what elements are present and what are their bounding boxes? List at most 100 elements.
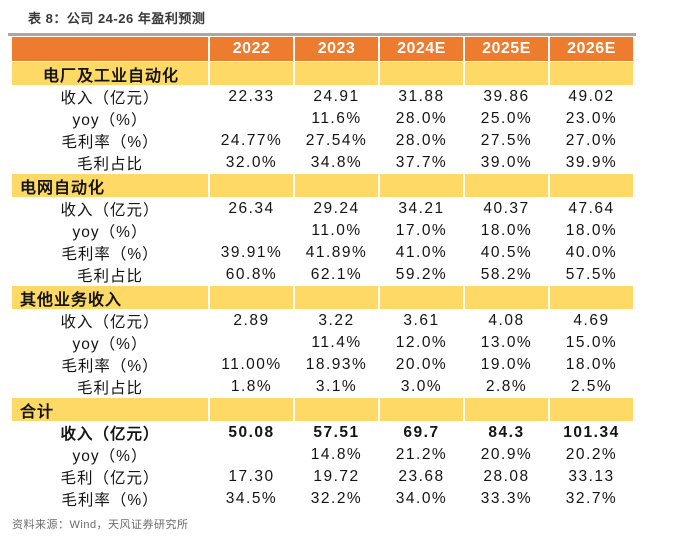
table-body: 电厂及工业自动化 收入（亿元） 22.33 24.91 31.88 39.86 49.02 y… — [12, 62, 633, 510]
table-row: 毛利（亿元） 17.30 19.72 23.68 28.08 33.13 — [12, 466, 633, 488]
cell-value: 20.2% — [565, 446, 618, 463]
cell-value: 1.8% — [230, 378, 273, 395]
section-name: 其他业务收入 — [12, 286, 208, 309]
section-filler-cell — [550, 62, 633, 85]
row-label: 收入（亿元） — [60, 90, 160, 107]
section-filler-cell — [210, 174, 293, 197]
table-row: 毛利率（%） 11.00% 18.93% 20.0% 19.0% 18.0% — [12, 354, 633, 376]
row-label: 毛利率（%） — [61, 134, 159, 151]
section-filler-cell — [550, 286, 633, 309]
cell-value: 39.9% — [565, 154, 618, 171]
cell-value: 12.0% — [395, 334, 448, 351]
cell-value: 57.5% — [565, 266, 618, 283]
column-header-2025e: 2025E — [465, 37, 548, 61]
header-label-cell — [12, 37, 208, 61]
cell-value: 40.5% — [480, 244, 533, 261]
table-row: 毛利占比 60.8% 62.1% 59.2% 58.2% 57.5% — [12, 264, 633, 286]
table-row: 毛利占比 1.8% 3.1% 3.0% 2.8% 2.5% — [12, 376, 633, 398]
row-label: yoy（%） — [72, 336, 148, 353]
table-row: yoy（%） 11.4% 12.0% 13.0% 15.0% — [12, 332, 633, 354]
cell-value: 2.89 — [233, 312, 270, 329]
cell-value: 27.5% — [480, 132, 533, 149]
cell-value: 13.0% — [480, 334, 533, 351]
cell-value: 14.8% — [310, 446, 363, 463]
cell-value: 27.54% — [305, 132, 368, 149]
cell-value: 3.22 — [318, 312, 355, 329]
row-label: 毛利率（%） — [61, 246, 159, 263]
cell-value: 39.0% — [480, 154, 533, 171]
row-label: 毛利占比 — [76, 380, 143, 397]
cell-value: 33.13 — [568, 468, 615, 485]
row-label: yoy（%） — [72, 112, 148, 129]
row-label: 收入（亿元） — [60, 426, 160, 443]
profit-forecast-table: 2022 2023 2024E 2025E 2026E 电厂及工业自动化 收入（亿… — [12, 37, 633, 510]
section-filler-cell — [380, 286, 463, 309]
cell-value — [210, 332, 293, 354]
row-label: 毛利率（%） — [61, 492, 159, 509]
cell-value: 33.3% — [480, 490, 533, 507]
section-filler-cell — [550, 398, 633, 421]
cell-value: 21.2% — [395, 446, 448, 463]
column-header-2023: 2023 — [295, 37, 378, 61]
table-title: 表 8：公司 24-26 年盈利预测 — [28, 11, 206, 26]
cell-value: 3.61 — [403, 312, 440, 329]
section-header-row: 其他业务收入 — [12, 286, 633, 309]
row-label: yoy（%） — [72, 448, 148, 465]
section-header-row: 电厂及工业自动化 — [12, 62, 633, 85]
cell-value: 28.08 — [483, 468, 530, 485]
cell-value: 29.24 — [313, 200, 360, 217]
table-row: yoy（%） 11.6% 28.0% 25.0% 23.0% — [12, 108, 633, 130]
cell-value: 57.51 — [313, 424, 360, 441]
section-name: 合计 — [12, 398, 208, 421]
cell-value: 47.64 — [568, 200, 615, 217]
section-filler-cell — [210, 286, 293, 309]
table-row: 收入（亿元） 50.08 57.51 69.7 84.3 101.34 — [12, 422, 633, 444]
cell-value: 32.0% — [225, 154, 278, 171]
cell-value: 34.8% — [310, 154, 363, 171]
cell-value: 2.5% — [570, 378, 613, 395]
table-row: 收入（亿元） 26.34 29.24 34.21 40.37 47.64 — [12, 198, 633, 220]
cell-value: 40.37 — [483, 200, 530, 217]
cell-value: 34.0% — [395, 490, 448, 507]
cell-value: 23.0% — [565, 110, 618, 127]
cell-value: 40.0% — [565, 244, 618, 261]
row-label: 毛利占比 — [76, 156, 143, 173]
section-filler-cell — [295, 174, 378, 197]
row-label: 毛利（亿元） — [60, 470, 160, 487]
column-header-2024e: 2024E — [380, 37, 463, 61]
column-header-2026e: 2026E — [550, 37, 633, 61]
cell-value: 3.0% — [400, 378, 443, 395]
row-label: 毛利率（%） — [61, 358, 159, 375]
cell-value: 49.02 — [568, 88, 615, 105]
table-row: 毛利占比 32.0% 34.8% 37.7% 39.0% 39.9% — [12, 152, 633, 174]
cell-value: 84.3 — [488, 424, 525, 441]
table-row: 收入（亿元） 22.33 24.91 31.88 39.86 49.02 — [12, 86, 633, 108]
cell-value: 19.0% — [480, 356, 533, 373]
cell-value: 59.2% — [395, 266, 448, 283]
table-row: yoy（%） 14.8% 21.2% 20.9% 20.2% — [12, 444, 633, 466]
cell-value: 22.33 — [228, 88, 275, 105]
section-filler-cell — [295, 286, 378, 309]
section-filler-cell — [295, 62, 378, 85]
cell-value: 28.0% — [395, 132, 448, 149]
section-filler-cell — [210, 398, 293, 421]
section-filler-cell — [465, 286, 548, 309]
cell-value: 34.5% — [225, 490, 278, 507]
section-filler-cell — [380, 174, 463, 197]
cell-value — [210, 444, 293, 466]
cell-value: 11.4% — [311, 334, 362, 351]
cell-value: 19.72 — [313, 468, 360, 485]
section-filler-cell — [465, 62, 548, 85]
cell-value: 28.0% — [395, 110, 448, 127]
cell-value: 11.6% — [311, 110, 362, 127]
section-filler-cell — [210, 62, 293, 85]
cell-value: 32.7% — [565, 490, 618, 507]
section-filler-cell — [380, 398, 463, 421]
cell-value: 50.08 — [228, 424, 275, 441]
section-filler-cell — [465, 174, 548, 197]
table-row: 毛利率（%） 24.77% 27.54% 28.0% 27.5% 27.0% — [12, 130, 633, 152]
cell-value: 41.0% — [395, 244, 448, 261]
cell-value: 37.7% — [395, 154, 448, 171]
cell-value: 25.0% — [480, 110, 533, 127]
section-filler-cell — [380, 62, 463, 85]
